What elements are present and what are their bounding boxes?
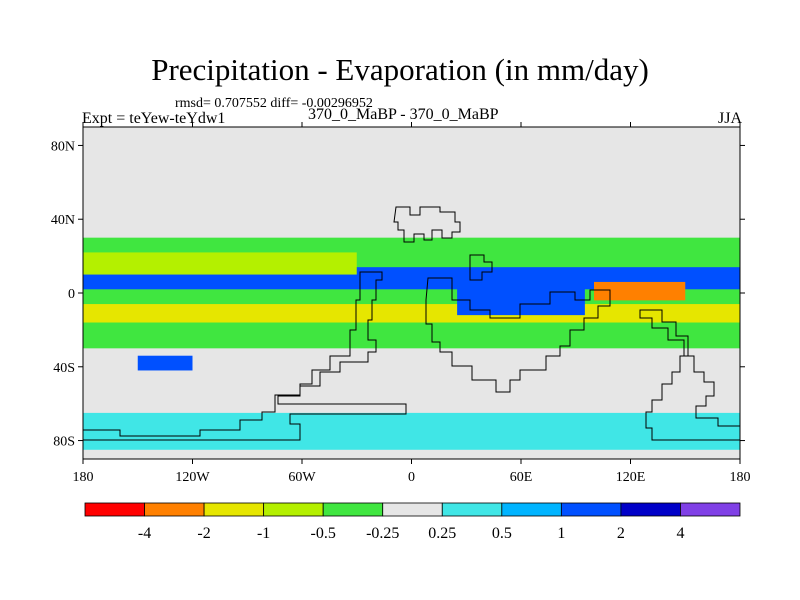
x-tick-label: 180 <box>73 470 94 485</box>
colorbar-label: -0.25 <box>366 525 399 542</box>
stats-label: rmsd= 0.707552 diff= -0.00296952 <box>175 96 373 111</box>
colorbar-label: 2 <box>617 525 625 542</box>
continent-outlines <box>83 206 740 441</box>
field-patch-6 <box>137 355 193 371</box>
colorbar-box <box>620 502 681 517</box>
colorbar-box <box>560 502 622 517</box>
colorbar-label: -2 <box>197 525 210 542</box>
continent-outline-island <box>469 254 493 281</box>
colorbar-label: 0.25 <box>428 525 456 542</box>
subtitle-label: 370_0_MaBP - 370_0_MaBP <box>308 106 499 123</box>
continent-outline-east <box>639 309 740 441</box>
field-layer <box>83 237 740 450</box>
axes: 180 120W 60W 0 60E 120E 180 80N 40N 0 40S 80S <box>51 122 751 485</box>
season-label: JJA <box>717 110 742 127</box>
x-tick-label: 120E <box>616 470 646 485</box>
y-tick-label: 0 <box>68 287 75 302</box>
continent-outline-west <box>83 271 407 441</box>
colorbar-label: 1 <box>557 525 565 542</box>
y-tick-label: 80N <box>51 139 75 154</box>
experiment-label: Expt = teYew-teYdw1 <box>82 110 226 127</box>
field-patch-2 <box>83 304 740 323</box>
x-tick-label: 60E <box>510 470 533 485</box>
x-tick-label: 0 <box>408 470 415 485</box>
x-tick-label: 180 <box>730 470 751 485</box>
colorbar-box <box>382 502 443 517</box>
colorbar-box <box>501 502 562 517</box>
field-patch-4 <box>594 281 686 301</box>
x-tick-label: 120W <box>175 470 210 485</box>
y-tick-label: 40N <box>51 213 75 228</box>
colorbar-label: 0.5 <box>492 525 512 542</box>
colorbar-box <box>84 502 145 517</box>
colorbar-label: -4 <box>138 525 151 542</box>
colorbar: -4 -2 -1 -0.5 -0.25 0.25 0.5 1 2 4 <box>84 502 741 542</box>
colorbar-box <box>144 502 205 517</box>
field-patch-3 <box>83 252 357 275</box>
continent-outline-north <box>393 206 461 243</box>
colorbar-box <box>263 502 324 517</box>
continent-outline-central <box>425 277 611 393</box>
chart-title: Precipitation - Evaporation (in mm/day) <box>151 52 649 87</box>
y-tick-label: 80S <box>53 435 75 450</box>
colorbar-box <box>203 502 265 517</box>
y-tick-label: 40S <box>53 361 75 376</box>
field-patch-7 <box>83 412 740 450</box>
x-tick-label: 60W <box>288 470 316 485</box>
colorbar-box <box>680 502 741 517</box>
colorbar-label: 4 <box>676 525 684 542</box>
colorbar-box <box>441 502 503 517</box>
colorbar-box <box>322 502 384 517</box>
colorbar-label: -1 <box>257 525 270 542</box>
colorbar-label: -0.5 <box>311 525 336 542</box>
